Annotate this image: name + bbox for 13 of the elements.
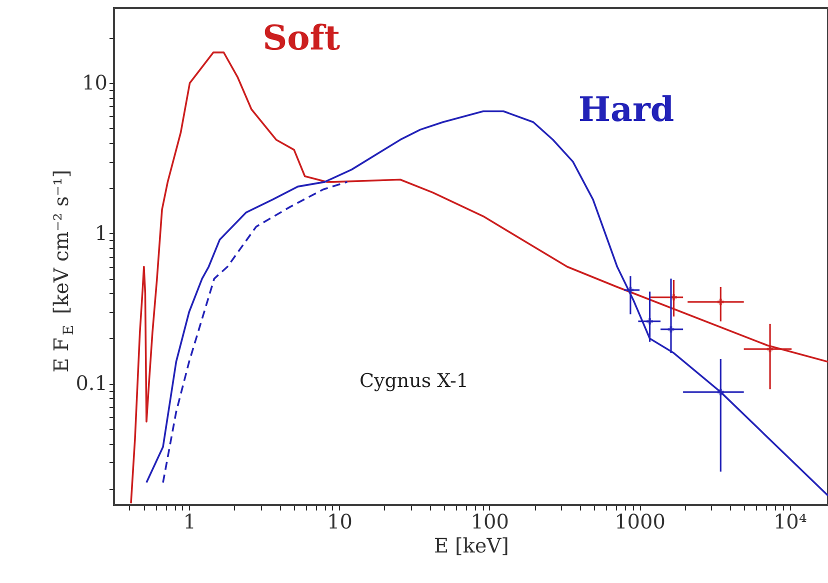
x-tick-label: 10 bbox=[327, 510, 352, 534]
x-tick-label: 100 bbox=[470, 510, 509, 534]
x-tick-label: 1 bbox=[183, 510, 196, 534]
x-tick-label: 1000 bbox=[614, 510, 666, 534]
y-tick-label: 0.1 bbox=[76, 371, 108, 396]
x-tick-label: 10⁴ bbox=[773, 510, 807, 534]
y-tick-label: 1 bbox=[94, 220, 108, 245]
x-axis-title: E [keV] bbox=[434, 534, 509, 558]
series-label: Hard bbox=[578, 90, 674, 130]
y-axis-title: E FE [keV cm⁻² s⁻¹] bbox=[49, 170, 77, 372]
y-tick-label: 10 bbox=[82, 70, 108, 95]
annotation: Cygnus X-1 bbox=[359, 370, 469, 392]
series-label: Soft bbox=[262, 18, 340, 58]
